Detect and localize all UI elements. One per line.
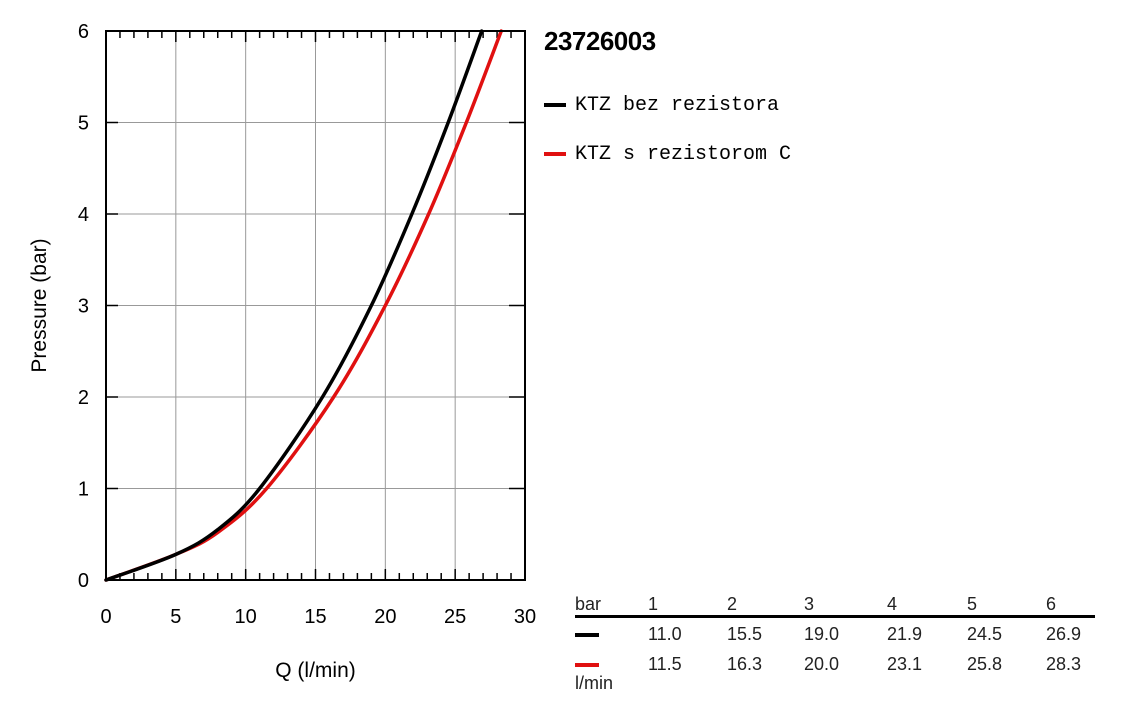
chart-series-lines: [104, 29, 504, 582]
table-cell: 20.0: [804, 654, 840, 674]
table-header-label: bar: [575, 594, 602, 614]
table-header-cell: 6: [1046, 594, 1057, 614]
table-header-cell: 1: [648, 594, 659, 614]
y-tick-label: 4: [78, 204, 89, 226]
x-axis-title: Q (l/min): [275, 659, 356, 682]
legend-swatch-black: [544, 103, 566, 107]
table-header-cell: 5: [967, 594, 978, 614]
legend-item: KTZ bez rezistora: [544, 93, 779, 117]
x-tick-label: 20: [374, 606, 396, 628]
table-header-cell: 3: [804, 594, 815, 614]
x-tick-label: 30: [514, 606, 536, 628]
table-cell: 16.3: [727, 654, 763, 674]
chart-grid: [106, 31, 525, 580]
chart-tick-labels: 0 5 10 15 20 25 30 0 1 2 3 4 5 6: [78, 21, 536, 628]
y-tick-label: 2: [78, 387, 89, 409]
table-cell: 23.1: [887, 654, 923, 674]
table-cell: 28.3: [1046, 654, 1082, 674]
table-row: 11.5 16.3 20.0 23.1 25.8 28.3: [575, 654, 1095, 676]
table-cell: 11.5: [648, 654, 682, 674]
table-cell: 21.9: [887, 624, 923, 644]
table-cell: 11.0: [648, 624, 682, 644]
y-tick-label: 3: [78, 296, 89, 318]
table-cell: 15.5: [727, 624, 763, 644]
pressure-flow-chart: 0 5 10 15 20 25 30 0 1 2 3 4 5 6 Q (l/min) Pressure (…: [28, 21, 536, 682]
table-header-rule: [575, 615, 1095, 618]
table-cell: 19.0: [804, 624, 840, 644]
chart-title: 23726003: [544, 26, 656, 56]
table-row-swatch-red: [575, 663, 599, 667]
table-header-cell: 2: [727, 594, 738, 614]
y-tick-label: 5: [78, 113, 89, 135]
table-unit-label: l/min: [575, 673, 614, 693]
table-row-swatch-black: [575, 633, 599, 637]
y-tick-label: 0: [78, 570, 89, 592]
y-tick-label: 1: [78, 479, 89, 501]
table-cell: 25.8: [967, 654, 1003, 674]
x-tick-label: 5: [170, 606, 181, 628]
legend-label: KTZ s rezistorom C: [575, 142, 792, 166]
series-line-bez-rezistora: [104, 29, 484, 582]
x-tick-label: 10: [235, 606, 257, 628]
x-tick-label: 25: [444, 606, 466, 628]
table-cell: 24.5: [967, 624, 1003, 644]
legend-swatch-red: [544, 152, 566, 156]
plot-frame: [105, 30, 526, 581]
table-header-cell: 4: [887, 594, 898, 614]
table-row: 11.0 15.5 19.0 21.9 24.5 26.9: [575, 624, 1095, 646]
x-tick-label: 0: [100, 606, 111, 628]
legend-label: KTZ bez rezistora: [575, 93, 780, 117]
table-cell: 26.9: [1046, 624, 1082, 644]
legend-item: KTZ s rezistorom C: [544, 142, 791, 166]
y-tick-label: 6: [78, 21, 89, 43]
x-tick-label: 15: [304, 606, 326, 628]
y-axis-title: Pressure (bar): [28, 238, 51, 372]
